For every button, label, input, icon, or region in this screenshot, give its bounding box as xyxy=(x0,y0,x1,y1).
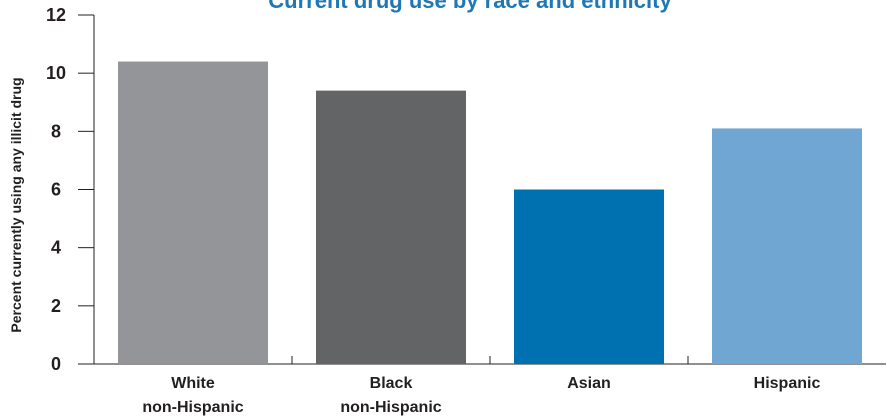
category-label: Hispanic xyxy=(754,375,821,392)
y-tick-label: 0 xyxy=(51,354,61,374)
y-tick-label: 10 xyxy=(46,63,66,83)
y-tick-label: 2 xyxy=(51,296,61,316)
x-ticks: White non-Hispanic Black non-Hispanic Asian H… xyxy=(142,356,820,416)
bar xyxy=(712,128,862,364)
category-label: Asian xyxy=(567,375,611,392)
chart-title: Current drug use by race and ethnicity xyxy=(268,0,672,13)
category-label: Black xyxy=(370,375,413,392)
bar xyxy=(316,90,466,364)
y-tick-label: 12 xyxy=(46,5,66,25)
bar xyxy=(118,61,268,365)
category-label: non-Hispanic xyxy=(340,399,441,416)
category-label: White xyxy=(171,375,215,392)
bars xyxy=(118,61,862,365)
bar xyxy=(514,189,664,364)
category-label: non-Hispanic xyxy=(142,399,243,416)
y-tick-label: 6 xyxy=(51,180,61,200)
y-axis-label: Percent currently using any illicit drug xyxy=(8,77,24,332)
y-ticks: 0 2 4 6 8 10 12 xyxy=(46,5,94,374)
y-tick-label: 4 xyxy=(51,238,61,258)
y-tick-label: 8 xyxy=(51,121,61,141)
